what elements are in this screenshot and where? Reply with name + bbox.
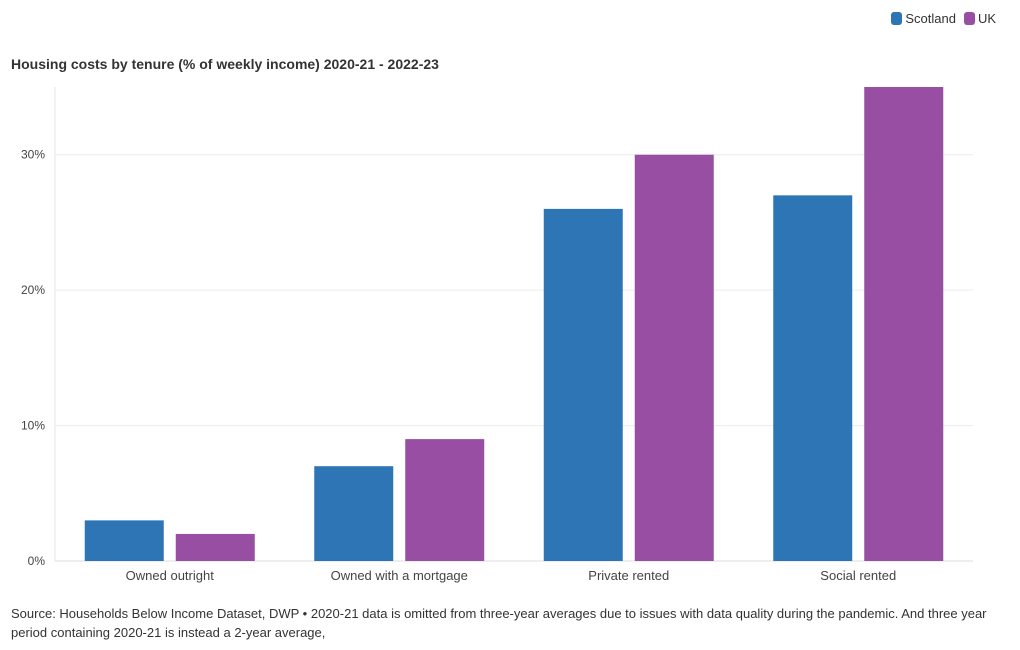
legend-item-uk[interactable]: UK [963, 11, 996, 26]
source-note: Source: Households Below Income Dataset,… [11, 606, 987, 640]
x-tick-label: Social rented [820, 568, 896, 583]
legend-swatch-uk [963, 12, 975, 25]
legend-label-uk: UK [977, 11, 996, 26]
y-tick-label: 10% [21, 419, 45, 433]
x-tick-label: Owned with a mortgage [331, 568, 468, 583]
y-tick-label: 30% [21, 148, 45, 162]
bar-scotland-owned-with-a-mortgage[interactable] [314, 466, 394, 561]
bar-uk-private-rented[interactable] [634, 154, 714, 561]
bar-chart: 0% 10% 20% 30% Owned outright Owned with a mo… [21, 87, 973, 583]
legend-label-scotland: Scotland [905, 11, 956, 26]
y-tick-label: 0% [28, 554, 46, 568]
bar-uk-social-rented[interactable] [864, 87, 944, 561]
bars [84, 87, 944, 562]
legend-item-scotland[interactable]: Scotland [891, 11, 956, 26]
axis-labels: 0% 10% 20% 30% Owned outright Owned with a mo… [21, 148, 896, 583]
x-tick-label: Private rented [588, 568, 669, 583]
bar-scotland-owned-outright[interactable] [84, 520, 164, 561]
legend-swatch-scotland [891, 12, 903, 25]
bar-uk-owned-outright[interactable] [175, 533, 255, 561]
bar-scotland-private-rented[interactable] [543, 208, 623, 561]
bar-uk-owned-with-a-mortgage[interactable] [405, 439, 485, 561]
x-tick-label: Owned outright [126, 568, 215, 583]
y-tick-label: 20% [21, 283, 45, 297]
bar-scotland-social-rented[interactable] [773, 195, 853, 562]
chart-title: Housing costs by tenure (% of weekly inc… [11, 56, 439, 72]
legend: Scotland UK [883, 11, 996, 26]
